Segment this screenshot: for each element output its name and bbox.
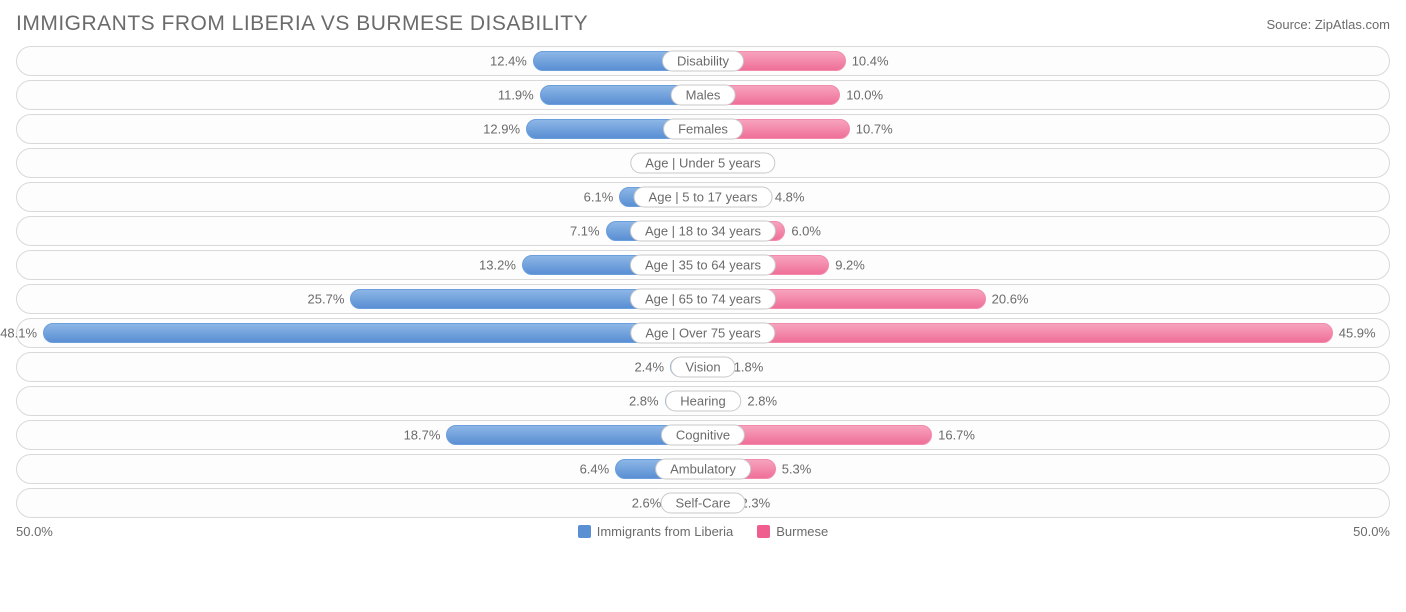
chart-row: 2.4% 1.8%Vision: [16, 352, 1390, 382]
value-label-right: 20.6%: [992, 292, 1029, 307]
value-label-right: 9.2%: [835, 258, 865, 273]
category-pill: Age | 18 to 34 years: [630, 221, 776, 242]
value-label-right: 10.7%: [856, 122, 893, 137]
value-label-right: 6.0%: [791, 224, 821, 239]
chart-row: 2.6%2.3%Self-Care: [16, 488, 1390, 518]
category-pill: Age | 35 to 64 years: [630, 255, 776, 276]
value-label-right: 5.3%: [782, 462, 812, 477]
legend-swatch-right: [757, 525, 770, 538]
legend-swatch-left: [578, 525, 591, 538]
value-label-left: 6.1%: [584, 190, 614, 205]
chart-row: 6.4% 5.3% Ambulatory: [16, 454, 1390, 484]
chart-row: 7.1% 6.0% Age | 18 to 34 years: [16, 216, 1390, 246]
value-label-right: 16.7%: [938, 428, 975, 443]
axis-max-left: 50.0%: [16, 524, 53, 539]
chart-row: 18.7% 16.7% Cognitive: [16, 420, 1390, 450]
legend-label-left: Immigrants from Liberia: [597, 524, 734, 539]
category-pill: Cognitive: [661, 425, 745, 446]
bar-left: [43, 323, 703, 343]
chart-row: 11.9% 10.0% Males: [16, 80, 1390, 110]
chart-row: 1.4%1.1%Age | Under 5 years: [16, 148, 1390, 178]
source-label: Source: ZipAtlas.com: [1266, 17, 1390, 32]
butterfly-chart: 12.4% 10.4% Disability 11.9% 10.0% Males 12.9%…: [16, 46, 1390, 518]
category-pill: Age | Under 5 years: [630, 153, 775, 174]
category-pill: Age | Over 75 years: [630, 323, 775, 344]
legend-item-right: Burmese: [757, 524, 828, 539]
category-pill: Hearing: [665, 391, 741, 412]
value-label-right: 4.8%: [775, 190, 805, 205]
legend-item-left: Immigrants from Liberia: [578, 524, 734, 539]
value-label-left: 11.9%: [498, 88, 534, 103]
value-label-left: 2.8%: [629, 394, 659, 409]
category-pill: Age | 5 to 17 years: [634, 187, 773, 208]
category-pill: Disability: [662, 51, 744, 72]
value-label-right: 10.0%: [846, 88, 883, 103]
header: IMMIGRANTS FROM LIBERIA VS BURMESE DISAB…: [16, 12, 1390, 36]
value-label-right: 1.8%: [734, 360, 764, 375]
category-pill: Vision: [670, 357, 735, 378]
chart-row: 48.1%45.9%Age | Over 75 years: [16, 318, 1390, 348]
chart-row: 13.2% 9.2% Age | 35 to 64 years: [16, 250, 1390, 280]
bar-right: [703, 323, 1333, 343]
value-label-left: 2.4%: [634, 360, 664, 375]
legend-label-right: Burmese: [776, 524, 828, 539]
category-pill: Females: [663, 119, 743, 140]
chart-title: IMMIGRANTS FROM LIBERIA VS BURMESE DISAB…: [16, 12, 588, 36]
chart-footer: 50.0% Immigrants from Liberia Burmese 50…: [16, 524, 1390, 539]
category-pill: Self-Care: [661, 493, 746, 514]
value-label-left: 7.1%: [570, 224, 600, 239]
chart-row: 6.1% 4.8%Age | 5 to 17 years: [16, 182, 1390, 212]
legend: Immigrants from Liberia Burmese: [53, 524, 1353, 539]
category-pill: Males: [671, 85, 736, 106]
axis-max-right: 50.0%: [1353, 524, 1390, 539]
chart-row: 2.8% 2.8% Hearing: [16, 386, 1390, 416]
value-label-left: 48.1%: [0, 326, 37, 341]
chart-row: 25.7% 20.6% Age | 65 to 74 years: [16, 284, 1390, 314]
chart-row: 12.4% 10.4% Disability: [16, 46, 1390, 76]
value-label-right: 2.8%: [747, 394, 777, 409]
category-pill: Ambulatory: [655, 459, 751, 480]
chart-row: 12.9% 10.7% Females: [16, 114, 1390, 144]
category-pill: Age | 65 to 74 years: [630, 289, 776, 310]
value-label-left: 6.4%: [580, 462, 610, 477]
value-label-left: 25.7%: [308, 292, 345, 307]
value-label-left: 12.4%: [490, 54, 527, 69]
value-label-left: 2.6%: [632, 496, 662, 511]
value-label-left: 18.7%: [404, 428, 441, 443]
value-label-left: 12.9%: [483, 122, 520, 137]
value-label-right: 10.4%: [852, 54, 889, 69]
value-label-left: 13.2%: [479, 258, 516, 273]
value-label-right: 45.9%: [1339, 326, 1376, 341]
